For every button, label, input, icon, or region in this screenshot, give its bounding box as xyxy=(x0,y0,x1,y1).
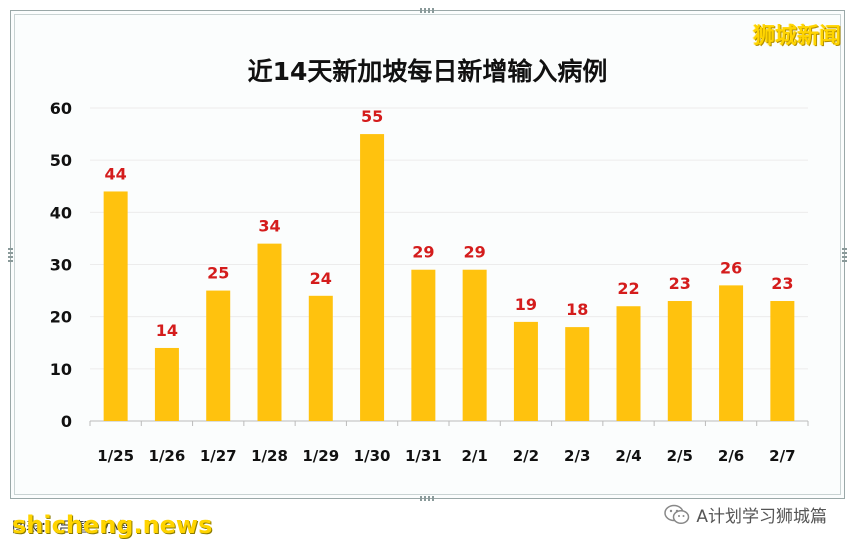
resize-handle-bottom[interactable] xyxy=(420,496,434,501)
bar xyxy=(513,321,538,421)
data-label: 24 xyxy=(310,269,332,288)
resize-handle-left[interactable] xyxy=(8,248,13,262)
wechat-icon xyxy=(664,504,690,524)
data-label: 19 xyxy=(515,295,537,314)
x-tick-label: 1/29 xyxy=(302,447,339,465)
y-tick-label: 40 xyxy=(50,203,72,222)
y-tick-label: 30 xyxy=(50,256,72,275)
x-tick-label: 2/3 xyxy=(564,447,590,465)
data-label: 23 xyxy=(669,274,691,293)
x-tick-label: 2/6 xyxy=(718,447,744,465)
resize-handle-right[interactable] xyxy=(842,248,847,262)
footer-source-text: A计划学习狮城篇 xyxy=(696,507,827,527)
bar xyxy=(257,243,282,421)
y-tick-label: 50 xyxy=(50,151,72,170)
x-tick-label: 2/7 xyxy=(769,447,795,465)
x-tick-label: 1/31 xyxy=(405,447,442,465)
footer-credit-area: 图表： 吕 智 · 小智 shicheng.news xyxy=(12,511,212,539)
bar xyxy=(770,301,795,421)
chart-title: 近14天新加坡每日新增输入病例 xyxy=(247,57,608,86)
data-label: 26 xyxy=(720,258,742,277)
x-tick-label: 1/30 xyxy=(354,447,391,465)
bar xyxy=(411,269,436,421)
data-label: 25 xyxy=(207,264,229,283)
data-label: 29 xyxy=(412,243,434,262)
bar xyxy=(667,301,692,421)
footer-credit: 图表： 吕 智 · 小智 xyxy=(12,520,133,536)
x-tick-label: 2/1 xyxy=(461,447,487,465)
data-label: 22 xyxy=(617,279,639,298)
data-label: 23 xyxy=(771,274,793,293)
bar xyxy=(616,306,641,421)
bar xyxy=(103,191,128,421)
watermark-logo: 狮城新闻 xyxy=(752,24,841,49)
y-tick-label: 10 xyxy=(50,360,72,379)
x-tick-label: 1/27 xyxy=(200,447,237,465)
y-tick-label: 60 xyxy=(50,99,72,118)
x-tick-label: 1/28 xyxy=(251,447,288,465)
data-label: 55 xyxy=(361,107,383,126)
bar xyxy=(308,295,333,421)
y-tick-label: 20 xyxy=(50,308,72,327)
chart-frame-inner xyxy=(14,14,841,495)
x-tick-label: 2/2 xyxy=(513,447,539,465)
data-label: 44 xyxy=(105,164,127,183)
data-label: 18 xyxy=(566,300,588,319)
x-tick-label: 1/26 xyxy=(149,447,186,465)
data-label: 34 xyxy=(258,217,280,236)
y-tick-label: 0 xyxy=(61,412,72,431)
bar xyxy=(360,134,385,422)
data-label: 14 xyxy=(156,321,178,340)
bar xyxy=(462,269,487,421)
resize-handle-top[interactable] xyxy=(420,8,434,13)
bar xyxy=(565,327,590,421)
bar xyxy=(719,285,744,421)
x-tick-label: 2/4 xyxy=(615,447,641,465)
data-label: 29 xyxy=(464,243,486,262)
footer-site: shicheng.news xyxy=(12,511,213,539)
x-tick-label: 2/5 xyxy=(667,447,693,465)
bar xyxy=(206,290,231,421)
footer-source: A计划学习狮城篇 xyxy=(664,502,827,527)
bar xyxy=(154,347,179,421)
x-tick-label: 1/25 xyxy=(97,447,134,465)
